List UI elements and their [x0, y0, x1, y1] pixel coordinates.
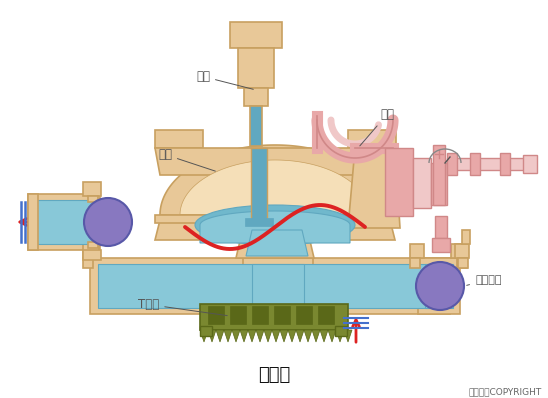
Bar [98, 264, 442, 308]
Bar [431, 163, 447, 205]
Bar [208, 306, 224, 324]
Polygon shape [256, 330, 264, 342]
Bar [155, 130, 203, 148]
Polygon shape [328, 330, 336, 342]
Polygon shape [344, 330, 352, 342]
Bar [348, 130, 396, 148]
Bar [245, 218, 273, 226]
Polygon shape [280, 330, 288, 342]
Bar [238, 48, 274, 88]
Polygon shape [336, 330, 344, 342]
Bar [342, 215, 395, 223]
Polygon shape [160, 145, 390, 230]
Bar [200, 326, 212, 336]
Polygon shape [304, 330, 312, 342]
Bar [318, 306, 334, 324]
Bar [413, 158, 431, 208]
Polygon shape [224, 330, 232, 342]
Polygon shape [246, 230, 308, 256]
Bar [243, 258, 313, 314]
Text: 隔膜泵: 隔膜泵 [258, 366, 290, 384]
Text: 东方仿真COPYRIGHT: 东方仿真COPYRIGHT [469, 388, 542, 396]
Bar [433, 145, 445, 205]
Polygon shape [240, 330, 248, 342]
Text: 单向球阀: 单向球阀 [467, 275, 501, 285]
Text: T型管: T型管 [138, 298, 227, 316]
Bar [251, 148, 267, 223]
Bar [200, 304, 348, 330]
Bar [155, 215, 210, 223]
Circle shape [84, 198, 132, 246]
Bar [230, 22, 282, 48]
Bar [418, 258, 460, 314]
Polygon shape [320, 330, 328, 342]
Ellipse shape [195, 205, 355, 245]
Bar [462, 230, 470, 244]
Bar [335, 326, 347, 336]
Text: 隔膜: 隔膜 [360, 108, 394, 146]
Polygon shape [264, 330, 272, 342]
Polygon shape [272, 330, 280, 342]
Polygon shape [296, 330, 304, 342]
Polygon shape [208, 330, 216, 342]
Bar [455, 244, 469, 258]
Bar [451, 244, 467, 258]
Bar [83, 244, 99, 258]
Circle shape [416, 262, 464, 310]
Polygon shape [348, 148, 400, 228]
Bar [435, 216, 447, 238]
Bar [83, 258, 93, 268]
Bar [252, 264, 304, 314]
Bar [243, 314, 313, 326]
Bar [83, 250, 101, 260]
Polygon shape [155, 148, 395, 175]
Bar [447, 153, 457, 175]
Bar [88, 196, 98, 202]
Text: 泵体: 泵体 [158, 148, 215, 171]
Polygon shape [312, 330, 320, 342]
Bar [28, 194, 38, 250]
Polygon shape [232, 330, 240, 342]
Bar [410, 244, 424, 258]
Bar [90, 258, 450, 314]
Bar [458, 258, 468, 268]
Bar [447, 158, 527, 170]
Bar [274, 306, 290, 324]
Bar [83, 182, 101, 196]
Bar [296, 306, 312, 324]
Bar [28, 194, 100, 250]
Bar [410, 258, 420, 268]
Bar [244, 88, 268, 106]
Bar [252, 306, 268, 324]
Polygon shape [216, 330, 224, 342]
Bar [470, 153, 480, 175]
Bar [88, 242, 98, 248]
Polygon shape [288, 330, 296, 342]
Polygon shape [200, 211, 350, 243]
Bar [523, 155, 537, 173]
Bar [250, 106, 262, 146]
Text: 气缸: 气缸 [196, 70, 253, 89]
Polygon shape [236, 228, 314, 258]
Polygon shape [155, 220, 210, 240]
Bar [35, 200, 95, 244]
Bar [500, 153, 510, 175]
Polygon shape [180, 160, 370, 215]
Polygon shape [340, 220, 395, 240]
Bar [230, 306, 246, 324]
Polygon shape [200, 330, 208, 342]
Bar [432, 238, 450, 252]
Polygon shape [248, 330, 256, 342]
Bar [425, 264, 453, 308]
Bar [457, 258, 467, 268]
Bar [385, 148, 413, 216]
